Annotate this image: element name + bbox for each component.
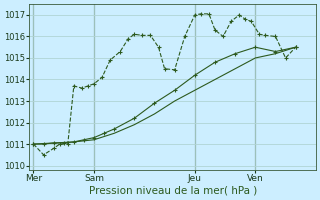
X-axis label: Pression niveau de la mer( hPa ): Pression niveau de la mer( hPa ) bbox=[89, 186, 257, 196]
